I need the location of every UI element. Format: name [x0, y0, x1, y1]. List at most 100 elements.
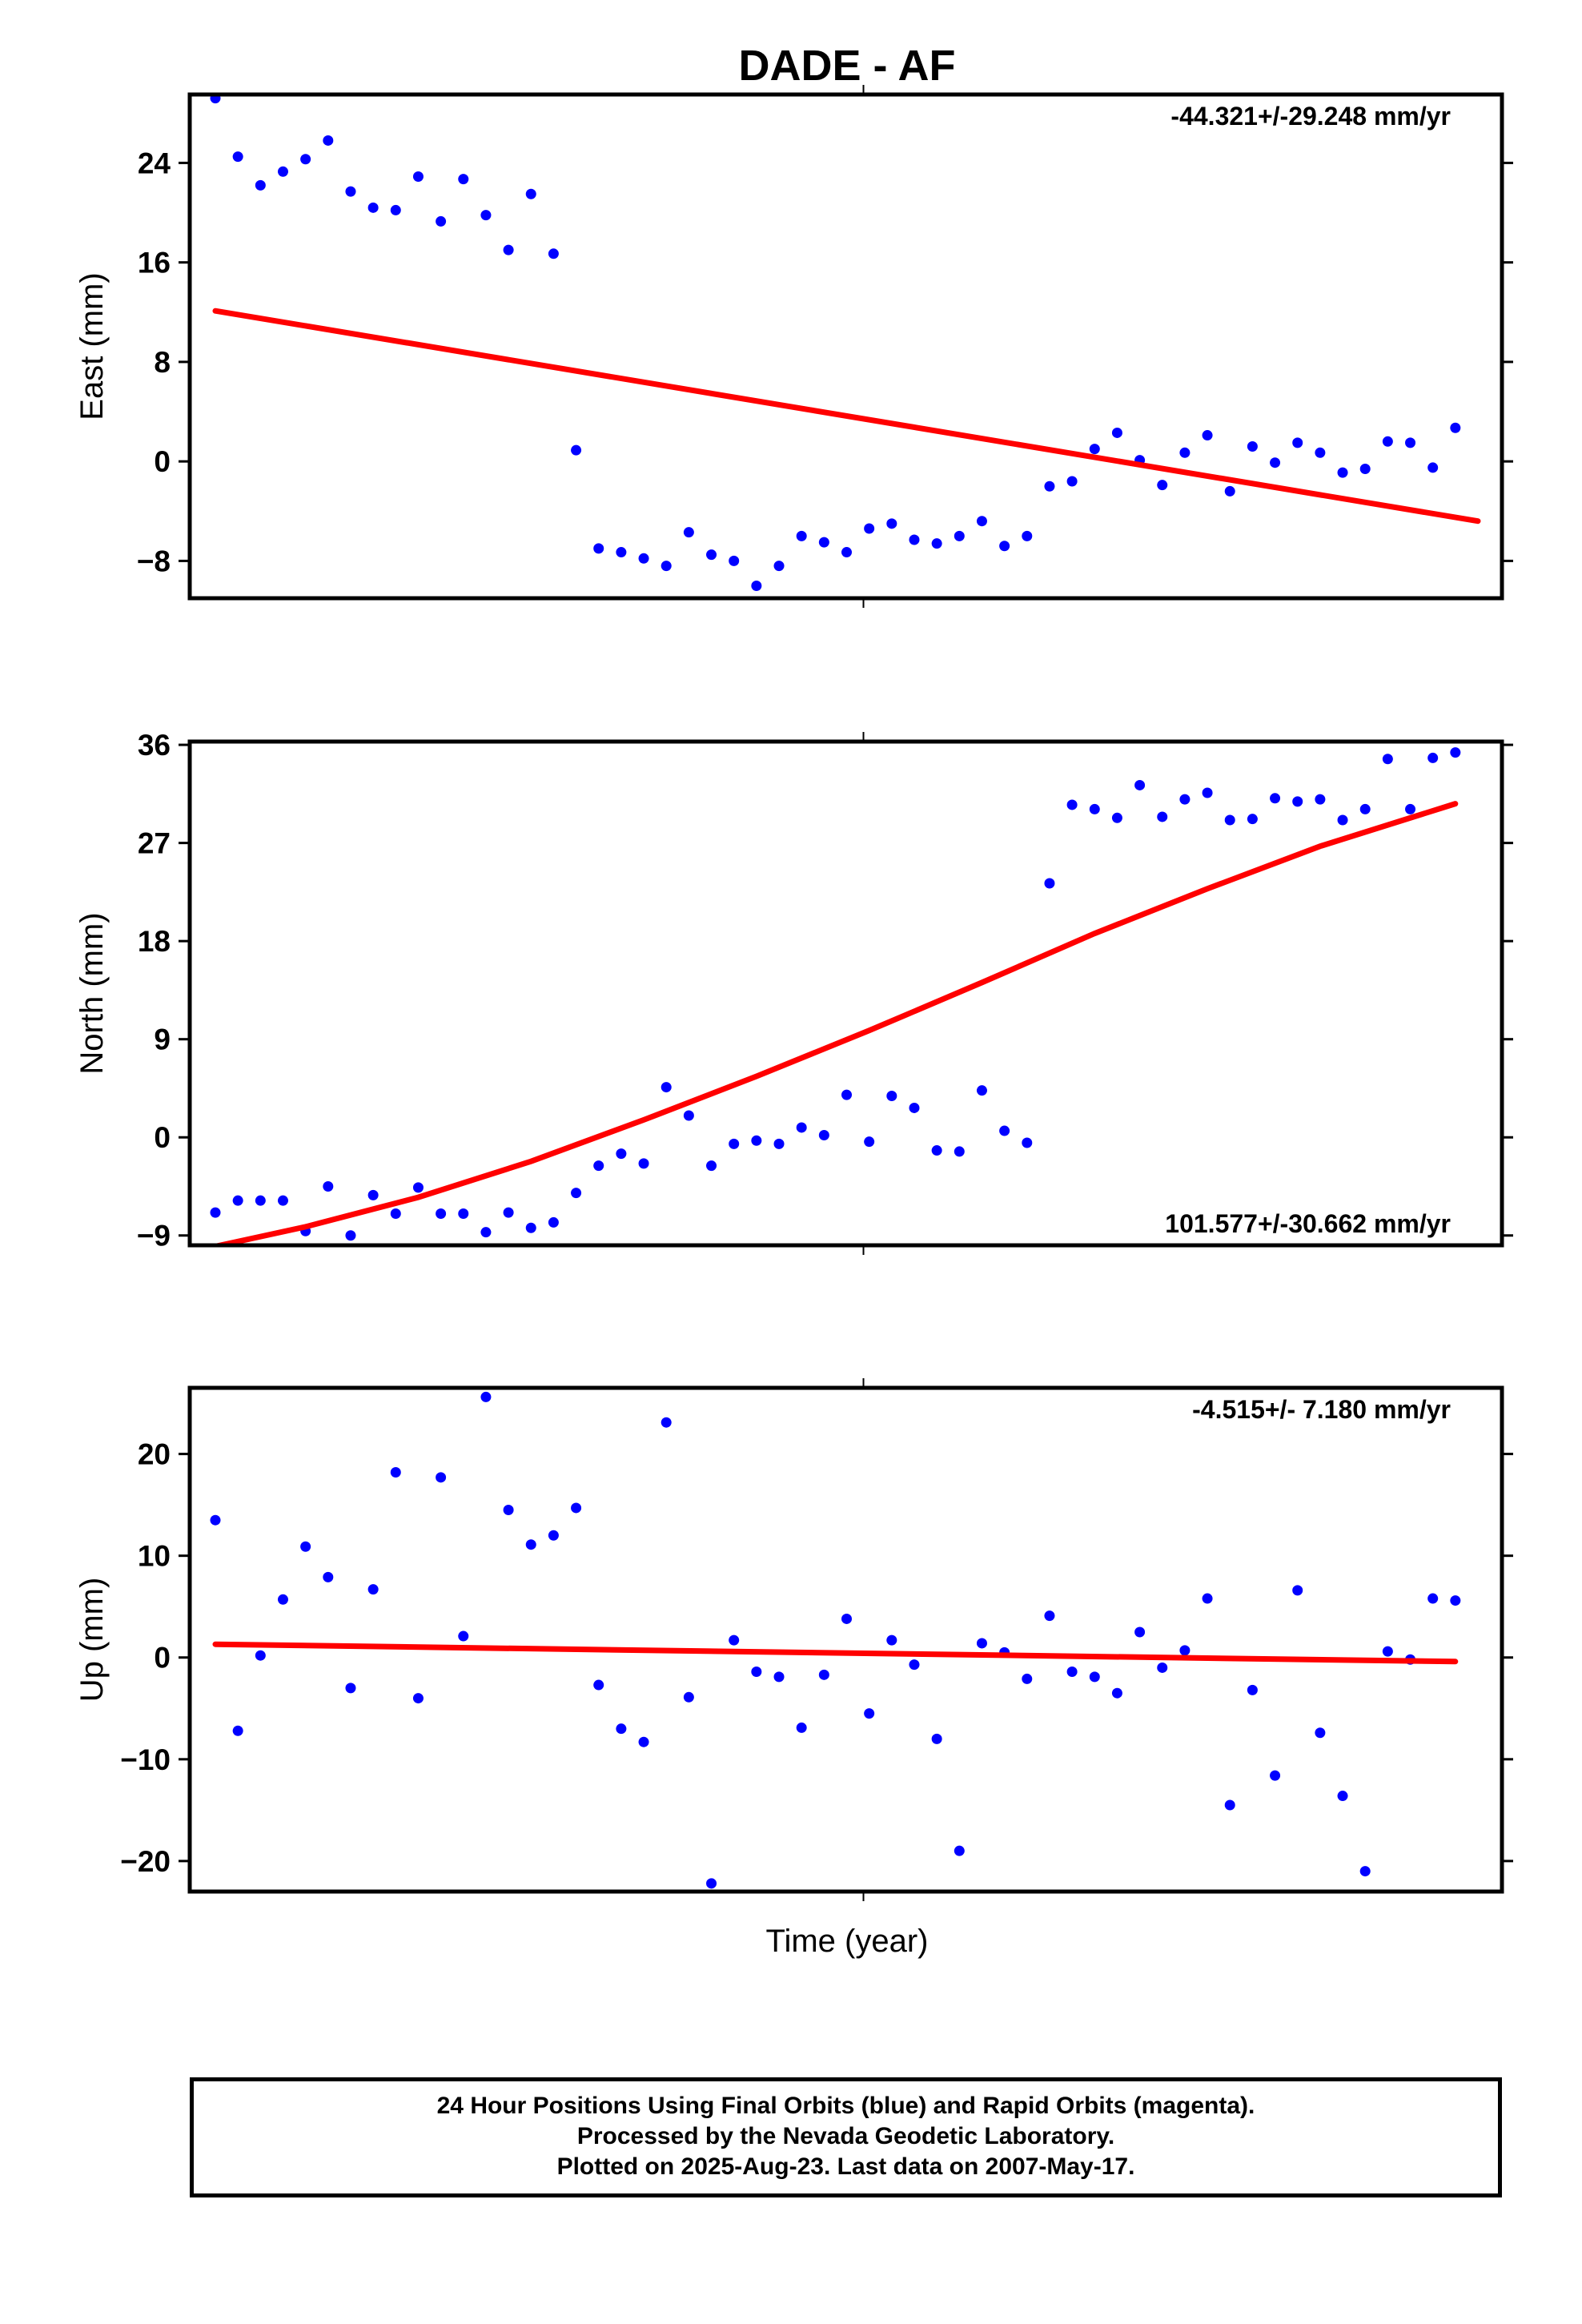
data-point: [458, 1208, 469, 1220]
data-point: [909, 1659, 920, 1671]
data-point: [390, 1466, 401, 1478]
data-point: [480, 1391, 492, 1402]
up-panel: −20 −10 0 10 20 Up (mm) -4.515+/- 7.180 mm/yr: [74, 1378, 1513, 1901]
data-point: [1247, 1684, 1258, 1695]
data-point: [729, 1138, 740, 1149]
data-point: [1382, 754, 1393, 765]
data-point: [277, 1594, 288, 1605]
velocity-rate-label: 101.577+/-30.662 mm/yr: [1165, 1209, 1451, 1238]
plot-frame: [187, 739, 1504, 1248]
data-point: [1405, 803, 1416, 814]
data-point: [886, 1634, 897, 1646]
data-point: [729, 555, 740, 566]
data-point: [1202, 1593, 1213, 1604]
data-point: [954, 530, 965, 541]
data-point: [323, 135, 334, 146]
data-point: [773, 1138, 785, 1149]
data-points: [210, 1391, 1461, 1889]
data-point: [1066, 476, 1078, 487]
data-point: [593, 1160, 604, 1172]
data-point: [503, 1504, 514, 1515]
data-point: [751, 1135, 762, 1146]
data-point: [954, 1146, 965, 1157]
data-point: [1359, 463, 1371, 474]
y-tick-label: 20: [138, 1438, 171, 1471]
data-point: [773, 1671, 785, 1683]
data-point: [1089, 444, 1100, 455]
north-panel: −9 0 9 18 27 36 North (mm) 101.577+/-30.662 mm/…: [74, 729, 1513, 1255]
data-point: [525, 1222, 536, 1233]
data-point: [1450, 747, 1461, 758]
data-point: [818, 1669, 829, 1680]
data-point: [909, 1102, 920, 1113]
data-point: [1427, 752, 1439, 763]
data-point: [1270, 1770, 1281, 1781]
data-point: [458, 174, 469, 185]
data-point: [999, 541, 1010, 552]
data-point: [1089, 1671, 1100, 1683]
data-point: [593, 543, 604, 554]
footer-line-1: 24 Hour Positions Using Final Orbits (bl…: [436, 2093, 1255, 2119]
data-point: [480, 1227, 492, 1238]
data-point: [232, 1725, 243, 1736]
data-point: [1337, 1791, 1348, 1802]
y-axis-label: North (mm): [74, 912, 110, 1074]
data-point: [1111, 1687, 1122, 1699]
data-point: [1427, 1593, 1439, 1604]
y-tick-label: 9: [154, 1023, 171, 1056]
data-point: [1405, 437, 1416, 448]
data-point: [976, 1638, 987, 1649]
data-point: [1382, 436, 1393, 447]
data-point: [255, 1195, 266, 1206]
data-point: [864, 523, 875, 534]
data-point: [436, 215, 447, 227]
data-point: [1450, 1595, 1461, 1606]
data-point: [232, 151, 243, 163]
data-point: [999, 1125, 1010, 1136]
data-point: [1202, 430, 1213, 441]
data-point: [1382, 1646, 1393, 1657]
data-point: [1111, 812, 1122, 823]
data-point: [1450, 422, 1461, 433]
data-point: [232, 1195, 243, 1206]
data-point: [796, 1122, 807, 1133]
data-point: [323, 1180, 334, 1192]
data-point: [1247, 814, 1258, 825]
data-point: [729, 1634, 740, 1646]
plot-frame: [187, 1385, 1504, 1894]
data-point: [818, 537, 829, 548]
data-point: [1089, 803, 1100, 814]
data-point: [1044, 878, 1055, 889]
data-point: [616, 1148, 627, 1160]
trend-line: [212, 308, 1481, 525]
data-point: [864, 1708, 875, 1719]
data-point: [796, 530, 807, 541]
y-tick-label: 16: [138, 247, 171, 279]
data-point: [503, 244, 514, 255]
data-point: [931, 538, 942, 549]
chart-title: DADE - AF: [739, 42, 956, 90]
data-point: [1179, 447, 1191, 458]
data-point: [1022, 1137, 1033, 1148]
data-point: [1066, 799, 1078, 810]
data-points: [210, 94, 1461, 591]
data-point: [210, 94, 221, 104]
y-tick-label: 8: [154, 346, 171, 379]
y-tick-label: 0: [154, 445, 171, 478]
data-point: [1247, 441, 1258, 452]
data-point: [1134, 779, 1146, 790]
data-point: [277, 1195, 288, 1206]
data-point: [683, 1691, 694, 1703]
data-point: [616, 1723, 627, 1735]
data-point: [954, 1845, 965, 1856]
y-axis-label: East (mm): [74, 272, 110, 420]
y-tick-label: 10: [138, 1540, 171, 1573]
data-point: [683, 527, 694, 538]
data-point: [706, 549, 717, 561]
trend-line: [212, 1641, 1459, 1665]
data-point: [1315, 1727, 1326, 1739]
velocity-rate-label: -44.321+/-29.248 mm/yr: [1170, 102, 1451, 131]
data-point: [841, 547, 852, 558]
data-point: [1179, 1645, 1191, 1656]
y-tick-label: 18: [138, 925, 171, 958]
